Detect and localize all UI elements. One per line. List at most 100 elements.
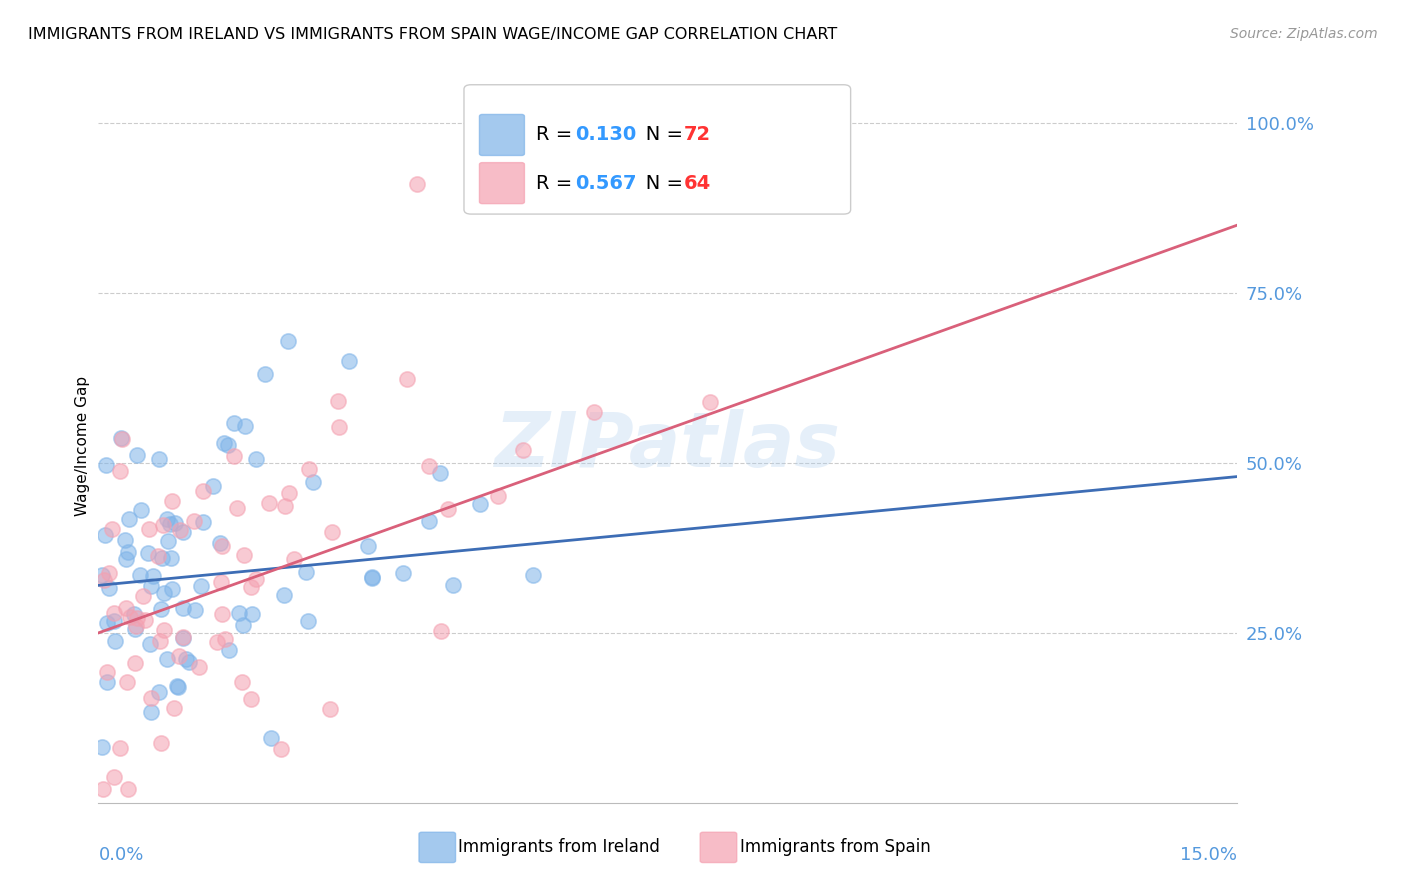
Text: N =: N = — [627, 126, 689, 145]
Point — [190, 579, 212, 593]
Point — [183, 514, 205, 528]
Point — [392, 566, 415, 580]
Point — [319, 701, 342, 715]
Point — [141, 579, 163, 593]
Point — [149, 602, 172, 616]
Point — [156, 512, 179, 526]
Text: 0.130: 0.130 — [575, 126, 637, 145]
Point — [117, 544, 139, 558]
Point — [437, 502, 460, 516]
Point — [156, 652, 179, 666]
Point — [162, 582, 184, 597]
Point — [139, 705, 162, 719]
Point — [96, 665, 118, 679]
Point — [127, 448, 149, 462]
Point — [122, 607, 145, 621]
Point — [228, 606, 250, 620]
Point — [142, 568, 165, 582]
Point — [124, 657, 146, 671]
Point — [150, 736, 173, 750]
Point — [191, 483, 214, 498]
Point — [148, 452, 170, 467]
Point — [217, 438, 239, 452]
Text: N =: N = — [627, 174, 689, 193]
Point — [361, 571, 384, 585]
Point — [254, 367, 277, 381]
Point — [125, 611, 148, 625]
Point — [129, 568, 152, 582]
Point — [486, 489, 509, 503]
Point — [418, 514, 440, 528]
Point — [118, 610, 141, 624]
Point — [114, 600, 136, 615]
Point — [211, 539, 233, 553]
Point — [166, 679, 188, 693]
Point — [297, 614, 319, 628]
Point — [298, 462, 321, 476]
Point — [160, 551, 183, 566]
Point — [91, 739, 114, 754]
Point — [177, 655, 200, 669]
Text: 15.0%: 15.0% — [1180, 846, 1237, 863]
Point — [214, 632, 236, 646]
Point — [96, 615, 118, 630]
Point — [124, 622, 146, 636]
Point — [222, 416, 245, 430]
Point — [148, 633, 170, 648]
Point — [153, 623, 176, 637]
Point — [278, 485, 301, 500]
Point — [98, 581, 121, 595]
Text: R =: R = — [536, 126, 578, 145]
Point — [302, 475, 325, 489]
Point — [273, 588, 295, 602]
Point — [225, 500, 247, 515]
Point — [357, 540, 380, 554]
Point — [188, 660, 211, 674]
Point — [406, 178, 429, 192]
Point — [131, 503, 153, 517]
Point — [260, 731, 283, 746]
Point — [360, 570, 382, 584]
Point — [152, 517, 174, 532]
Point — [583, 405, 606, 419]
Point — [214, 435, 236, 450]
Text: 64: 64 — [683, 174, 710, 193]
Point — [231, 674, 253, 689]
Text: 72: 72 — [683, 126, 710, 145]
Point — [93, 573, 115, 587]
Point — [139, 690, 162, 705]
Point — [337, 354, 360, 368]
Point — [224, 449, 246, 463]
Point — [699, 394, 721, 409]
Point — [117, 782, 139, 797]
Point — [157, 533, 180, 548]
Point — [159, 517, 181, 532]
Point — [103, 770, 125, 784]
Point — [245, 572, 267, 586]
Point — [131, 589, 153, 603]
Point — [110, 431, 132, 445]
Point — [148, 685, 170, 699]
Point — [257, 496, 280, 510]
Point — [512, 442, 534, 457]
Point — [211, 574, 233, 589]
Point — [233, 548, 256, 562]
Point — [165, 516, 187, 531]
Point — [218, 643, 240, 657]
Point — [125, 619, 148, 633]
Point — [91, 568, 114, 582]
Point — [104, 634, 127, 648]
Point — [114, 533, 136, 548]
Point — [96, 675, 118, 690]
Point — [205, 635, 228, 649]
Text: Immigrants from Spain: Immigrants from Spain — [740, 838, 931, 856]
Point — [172, 600, 194, 615]
Point — [191, 515, 214, 529]
Text: IMMIGRANTS FROM IRELAND VS IMMIGRANTS FROM SPAIN WAGE/INCOME GAP CORRELATION CHA: IMMIGRANTS FROM IRELAND VS IMMIGRANTS FR… — [28, 27, 838, 42]
Text: 0.567: 0.567 — [575, 174, 637, 193]
Point — [134, 613, 156, 627]
Text: ZIPatlas: ZIPatlas — [495, 409, 841, 483]
Point — [108, 741, 131, 756]
Point — [103, 606, 125, 620]
Point — [274, 499, 297, 513]
